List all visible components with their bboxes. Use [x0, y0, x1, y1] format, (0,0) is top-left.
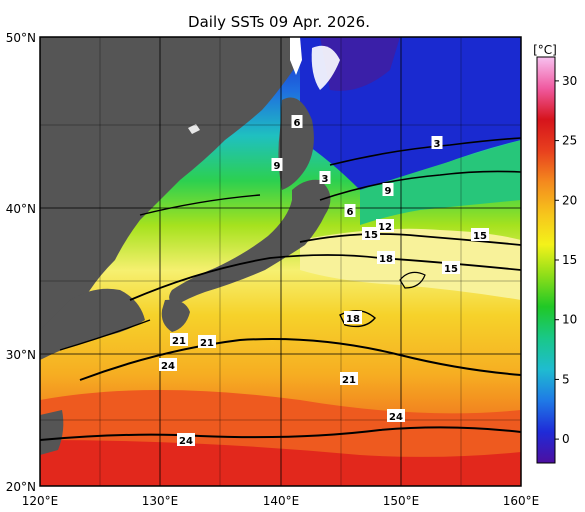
isotherm-label: 15: [364, 230, 378, 241]
isotherm-label-bg: [170, 333, 188, 346]
colorbar-tick-label: 30: [562, 74, 577, 88]
lat-label-20: 20°N: [6, 480, 36, 494]
colorbar-tick-label: 0: [562, 432, 570, 446]
isotherm-label-bg: [442, 261, 460, 274]
isotherm-label: 15: [444, 264, 458, 275]
lon-label-160: 160°E: [503, 494, 540, 508]
isotherm-label-bg: [377, 251, 395, 264]
isotherm-label-bg: [271, 158, 283, 171]
colorbar: [°C] 30 25 20 15 10 5 0: [533, 43, 577, 464]
colorbar-tick-label: 10: [562, 313, 577, 327]
lon-label-140: 140°E: [263, 494, 300, 508]
isotherm-label-bg: [471, 228, 489, 241]
isotherm-label-bg: [177, 433, 195, 446]
lat-label-40: 40°N: [6, 202, 36, 216]
taiwan-land: [40, 410, 64, 455]
lon-label-120: 120°E: [22, 494, 59, 508]
isotherm-9: [319, 170, 521, 201]
isotherm-label-bg: [431, 136, 443, 149]
isotherm-label-bg: [376, 219, 394, 232]
isotherm-15: [299, 233, 521, 246]
isotherm-label: 18: [346, 314, 360, 325]
colorbar-unit: [°C]: [533, 43, 557, 57]
lat-label-50: 50°N: [6, 31, 36, 45]
china-coast-land: [40, 288, 145, 360]
isotherm-label: 3: [434, 139, 441, 150]
colorbar-fill: [537, 57, 555, 463]
lon-label-130: 130°E: [142, 494, 179, 508]
isotherm-label: 21: [200, 338, 214, 349]
isotherm-3: [329, 137, 521, 166]
map-frame: [39, 36, 522, 487]
lon-label-150: 150°E: [383, 494, 420, 508]
isotherm-label-bg: [159, 358, 177, 371]
mixed-water-region: [360, 140, 521, 225]
island-marker: [188, 124, 200, 134]
isotherm-label: 15: [473, 231, 487, 242]
colorbar-tick-label: 15: [562, 253, 577, 267]
colorbar-tick-label: 25: [562, 134, 577, 148]
coldest-water-region: [320, 37, 400, 91]
isotherm-coastal: [59, 319, 151, 351]
isotherm-label-bg: [291, 115, 303, 128]
sea-ice-patch: [311, 45, 340, 90]
isotherm-label-bg: [340, 372, 358, 385]
isotherm-label-bg: [344, 204, 356, 217]
sea-ice-patch: [290, 37, 302, 75]
isotherm-label: 12: [378, 222, 392, 233]
isotherm-label-bg: [382, 183, 394, 196]
honshu-land: [169, 179, 331, 306]
isotherm-21: [79, 338, 521, 381]
isotherm-label: 9: [385, 186, 392, 197]
isotherm-label-bg: [387, 409, 405, 422]
isotherm-label-bg: [319, 171, 331, 184]
isotherm-label: 21: [342, 375, 356, 386]
continent-land: [40, 37, 300, 330]
sakhalin-hokkaido-land: [278, 97, 314, 190]
isotherm-label-bg: [344, 311, 362, 324]
isotherm-label: 6: [347, 207, 354, 218]
isotherm-label: 24: [161, 361, 175, 372]
map-title: Daily SSTs 09 Apr. 2026.: [188, 13, 370, 31]
isotherm-label-bg: [198, 335, 216, 348]
colorbar-ticks: 30 25 20 15 10 5 0: [555, 74, 577, 446]
isotherm-eddy: [399, 271, 426, 289]
warm-water-region: [300, 228, 521, 300]
isotherm-24: [40, 426, 521, 441]
colorbar-gradient: [537, 57, 555, 463]
colorbar-tick-label: 5: [562, 372, 570, 386]
isotherm-label: 21: [172, 336, 186, 347]
isotherm-label: 18: [379, 254, 393, 265]
kyushu-land: [161, 299, 190, 332]
isotherm-label: 24: [389, 412, 403, 423]
isotherm-label: 3: [322, 174, 329, 185]
colorbar-tick-label: 20: [562, 193, 577, 207]
isotherm-9-west: [139, 194, 261, 216]
isotherm-label: 24: [179, 436, 193, 447]
isotherm-label: 6: [294, 118, 301, 129]
isotherm-label: 9: [274, 161, 281, 172]
lat-label-30: 30°N: [6, 348, 36, 362]
isotherm-label-bg: [362, 227, 380, 240]
